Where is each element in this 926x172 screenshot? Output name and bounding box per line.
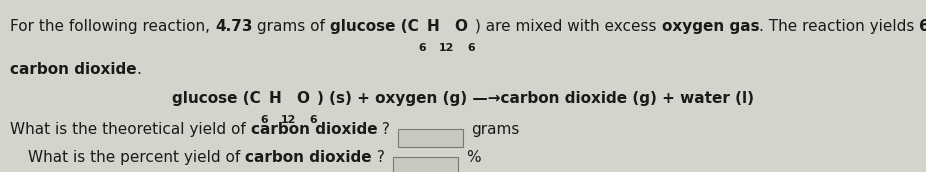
Text: carbon dioxide: carbon dioxide bbox=[245, 150, 371, 165]
Text: grams: grams bbox=[471, 122, 519, 137]
Text: 4.73: 4.73 bbox=[215, 19, 253, 34]
Text: ?: ? bbox=[377, 122, 390, 137]
Text: 6.36: 6.36 bbox=[920, 19, 926, 34]
Text: O: O bbox=[455, 19, 468, 34]
Text: grams of: grams of bbox=[253, 19, 331, 34]
Text: oxygen gas: oxygen gas bbox=[661, 19, 759, 34]
Text: H: H bbox=[427, 19, 439, 34]
Text: H: H bbox=[269, 91, 282, 106]
Text: 6: 6 bbox=[468, 43, 475, 53]
Text: %: % bbox=[466, 150, 481, 165]
Text: carbon dioxide: carbon dioxide bbox=[251, 122, 377, 137]
Text: 12: 12 bbox=[282, 115, 296, 125]
Text: ) (s) + oxygen (g) —→carbon dioxide (g) + water (l): ) (s) + oxygen (g) —→carbon dioxide (g) … bbox=[317, 91, 754, 106]
Text: glucose (C: glucose (C bbox=[331, 19, 419, 34]
Text: What is the theoretical yield of: What is the theoretical yield of bbox=[10, 122, 251, 137]
Text: 6: 6 bbox=[261, 115, 269, 125]
Text: ?: ? bbox=[371, 150, 384, 165]
Text: 6: 6 bbox=[309, 115, 317, 125]
Text: . The reaction yields: . The reaction yields bbox=[759, 19, 920, 34]
Text: carbon dioxide: carbon dioxide bbox=[10, 62, 137, 77]
Text: O: O bbox=[296, 91, 309, 106]
Text: For the following reaction,: For the following reaction, bbox=[10, 19, 215, 34]
Text: .: . bbox=[137, 62, 142, 77]
Text: ) are mixed with excess: ) are mixed with excess bbox=[475, 19, 661, 34]
Text: 12: 12 bbox=[439, 43, 455, 53]
Text: 6: 6 bbox=[419, 43, 427, 53]
Text: What is the percent yield of: What is the percent yield of bbox=[28, 150, 245, 165]
Text: glucose (C: glucose (C bbox=[172, 91, 261, 106]
